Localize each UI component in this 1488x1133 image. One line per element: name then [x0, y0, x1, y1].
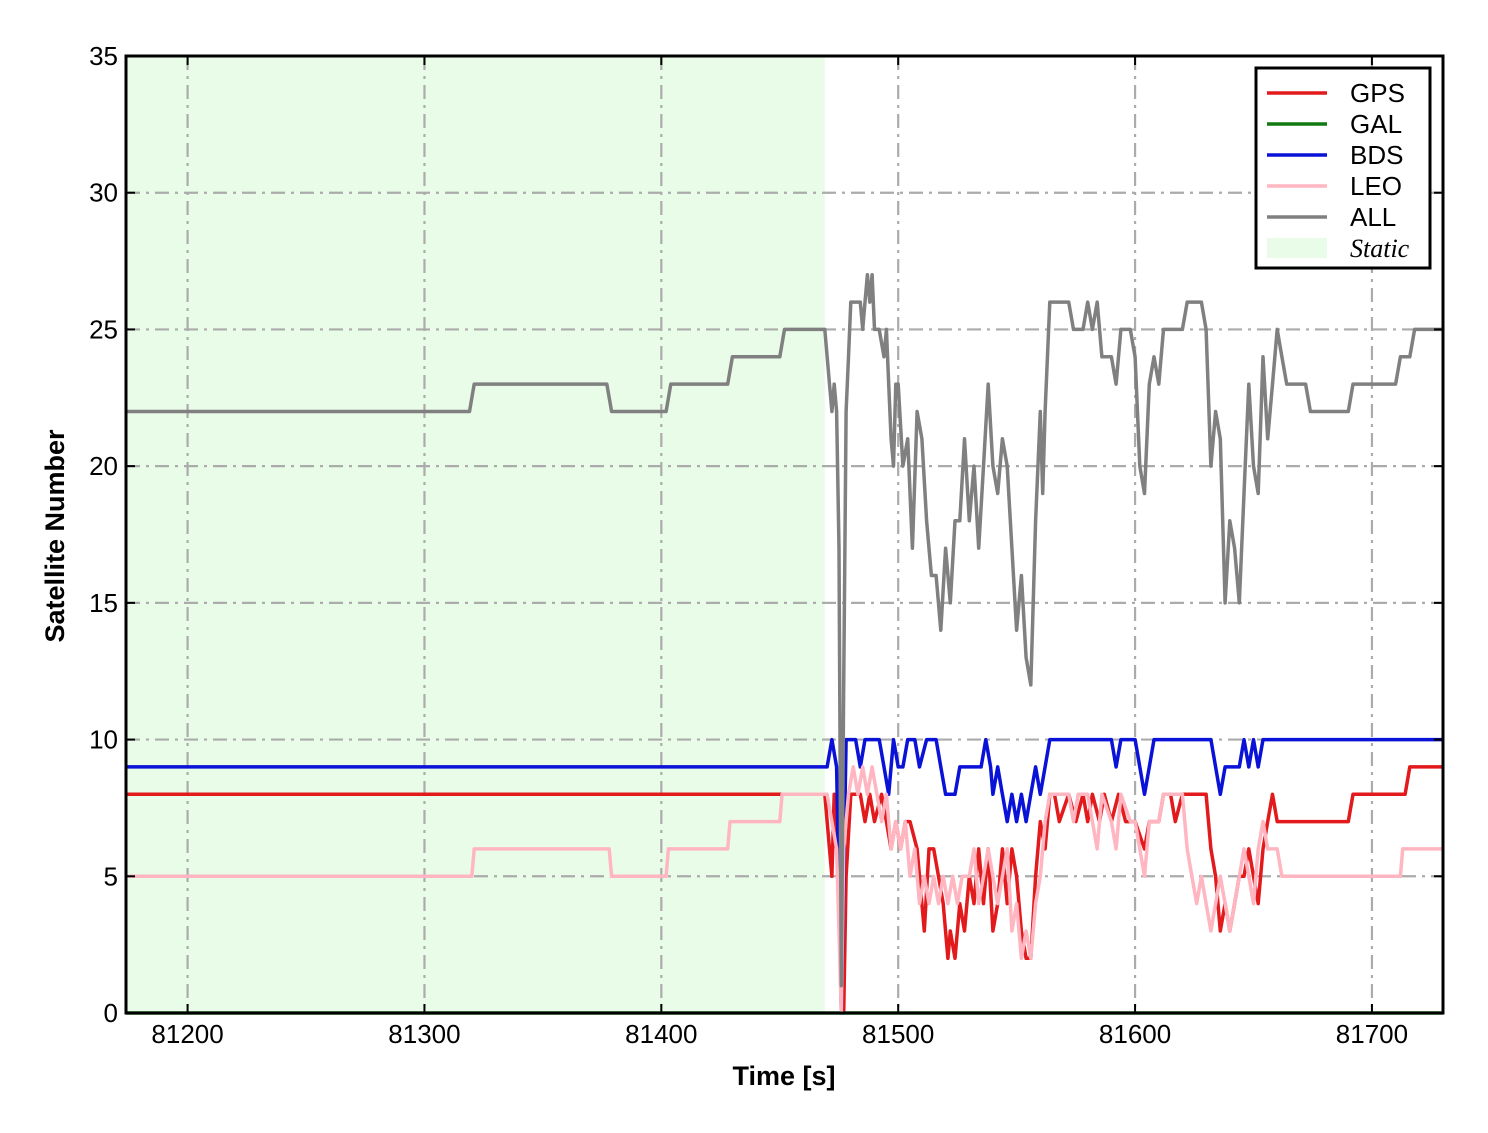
y-tick-label: 5	[104, 861, 118, 891]
legend-label-gal: GAL	[1350, 109, 1402, 139]
legend-box	[1254, 66, 1432, 270]
y-tick-label: 35	[89, 41, 118, 71]
legend-label-leo: LEO	[1350, 171, 1402, 201]
plot-frame	[124, 54, 1445, 1015]
x-axis-title: Time [s]	[732, 1061, 835, 1091]
y-tick-label: 10	[89, 725, 118, 755]
x-tick-label: 81300	[388, 1019, 460, 1049]
x-tick-label: 81700	[1336, 1019, 1408, 1049]
static-shaded-region	[126, 56, 825, 1013]
y-tick-label: 25	[89, 314, 118, 344]
x-tick-label: 81200	[151, 1019, 223, 1049]
tick-layer: 81200 81300 81400 81500 81600 81700 0 5 10 15 20 25…	[89, 41, 1443, 1049]
x-tick-label: 81400	[625, 1019, 697, 1049]
y-tick-label: 20	[89, 451, 118, 481]
y-tick-label: 15	[89, 588, 118, 618]
x-tick-label: 81600	[1099, 1019, 1171, 1049]
series-line-bds	[126, 737, 1443, 1015]
x-tick-label: 81500	[862, 1019, 934, 1049]
legend-label-gps: GPS	[1350, 78, 1405, 108]
legend-label-bds: BDS	[1350, 140, 1403, 170]
y-axis-title: Satellite Number	[40, 429, 70, 643]
legend-label-static: Static	[1350, 234, 1410, 263]
legend-swatch-static	[1267, 238, 1327, 258]
static-shaded-region-layer	[126, 56, 825, 1013]
series-line-all	[126, 272, 1443, 988]
legend-label-all: ALL	[1350, 202, 1396, 232]
y-tick-label: 0	[104, 998, 118, 1028]
y-tick-label: 30	[89, 178, 118, 208]
series-line-leo	[126, 765, 1443, 1015]
